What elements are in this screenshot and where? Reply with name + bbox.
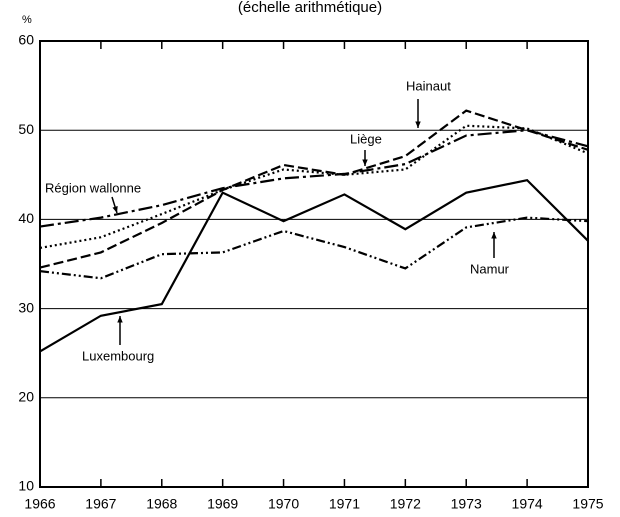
x-tick-label: 1971 [329, 496, 360, 512]
y-tick-label: 50 [18, 121, 34, 137]
arrow-head [362, 159, 368, 166]
plot-frame [39, 40, 589, 488]
chart-subtitle: (échelle arithmétique) [238, 0, 382, 16]
y-tick-label: 20 [18, 389, 34, 405]
x-tick-label: 1968 [146, 496, 177, 512]
arrow-head [415, 121, 421, 128]
series-line [39, 109, 589, 269]
x-tick-label: 1969 [207, 496, 238, 512]
series-line [39, 129, 589, 228]
series-label: Région wallonne [45, 180, 141, 195]
series-line [39, 178, 589, 353]
x-tick-label: 1972 [390, 496, 421, 512]
arrow-head [117, 316, 123, 323]
x-tick-label: 1970 [268, 496, 299, 512]
arrow-head [491, 232, 497, 239]
series-label: Hainaut [406, 78, 451, 93]
x-tick-label: 1966 [24, 496, 55, 512]
y-tick-label: 60 [18, 32, 34, 48]
series-label: Luxembourg [82, 348, 154, 363]
series-label: Liège [350, 131, 382, 146]
y-tick-label: 30 [18, 299, 34, 315]
x-tick-label: 1967 [85, 496, 116, 512]
x-tick-label: 1975 [572, 496, 603, 512]
x-tick-label: 1973 [451, 496, 482, 512]
series-line [39, 216, 589, 280]
arrow-head [112, 206, 118, 213]
y-tick-label: 40 [18, 210, 34, 226]
x-tick-label: 1974 [512, 496, 543, 512]
y-tick-label: 10 [18, 478, 34, 494]
y-axis-label: % [22, 14, 32, 26]
series-label: Namur [470, 261, 510, 276]
